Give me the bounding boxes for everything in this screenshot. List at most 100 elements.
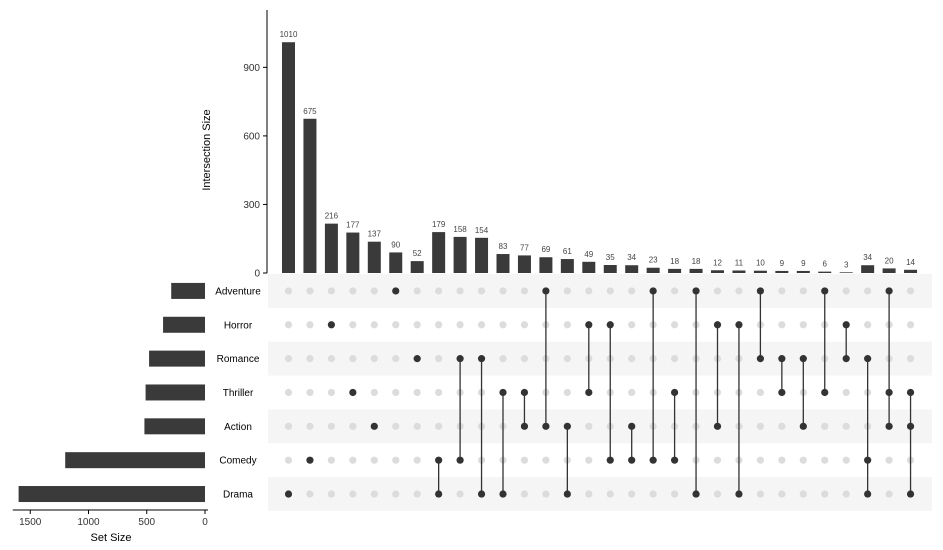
intersection-bar [582, 261, 596, 273]
matrix-dot-inactive [628, 287, 636, 295]
matrix-dot-active [906, 490, 915, 498]
matrix-dot-active [306, 456, 314, 464]
intersection-bar-label: 90 [391, 240, 400, 249]
matrix-dot-inactive [392, 388, 400, 397]
matrix-dot-inactive [499, 355, 507, 363]
intersection-bar [904, 269, 918, 273]
matrix-dot-inactive [327, 456, 335, 464]
matrix-dot-inactive [713, 490, 722, 498]
matrix-dot-inactive [628, 321, 636, 329]
intersection-bar-label: 18 [670, 257, 679, 266]
matrix-dot-active [821, 287, 829, 295]
matrix-dot-active [542, 287, 550, 295]
matrix-dot-inactive [456, 287, 464, 295]
matrix-dot-active [499, 490, 507, 498]
matrix-dot-inactive [799, 490, 807, 498]
matrix-dot-active [799, 355, 807, 363]
intersection-bar [732, 270, 746, 273]
matrix-dot-inactive [628, 388, 636, 397]
matrix-dot-inactive [284, 422, 293, 430]
set-name-label: Horror [224, 320, 253, 331]
matrix-dot-inactive [456, 490, 464, 498]
matrix-dot-inactive [327, 287, 335, 295]
y-axis-label: Intersection Size [201, 109, 213, 190]
matrix-dot-inactive [906, 287, 915, 295]
intersection-bar-label: 179 [432, 220, 446, 229]
matrix-row-band [268, 341, 932, 376]
intersection-bar-label: 675 [303, 107, 317, 116]
matrix-dot-inactive [906, 321, 915, 329]
matrix-dot-inactive [671, 321, 679, 329]
intersection-bar-label: 34 [863, 253, 872, 262]
intersection-bar [689, 268, 703, 273]
matrix-dot-active [477, 355, 486, 363]
matrix-dot-inactive [477, 287, 486, 295]
intersection-bar-label: 20 [885, 256, 894, 265]
matrix-dot-active [477, 490, 486, 498]
matrix-dot-inactive [499, 287, 507, 295]
matrix-dot-active [885, 422, 893, 430]
matrix-dot-active [649, 456, 657, 464]
matrix-dot-inactive [778, 490, 786, 498]
intersection-bar [625, 265, 639, 273]
matrix-dot-inactive [563, 321, 571, 329]
matrix-dot-active [778, 388, 786, 397]
intersection-bar [303, 118, 317, 273]
intersection-bar [324, 223, 338, 273]
matrix-dot-inactive [413, 456, 421, 464]
matrix-dot-inactive [842, 422, 850, 430]
matrix-dot-inactive [349, 422, 357, 430]
intersection-bar-label: 216 [325, 212, 339, 221]
intersection-bar [646, 267, 660, 273]
matrix-row-band [268, 409, 932, 444]
matrix-dot-inactive [413, 490, 421, 498]
matrix-dot-active [692, 287, 700, 295]
matrix-dot-inactive [778, 321, 786, 329]
matrix-dot-active [885, 287, 893, 295]
matrix-dot-inactive [563, 355, 571, 363]
matrix-dot-inactive [370, 355, 378, 363]
matrix-dot-inactive [756, 388, 765, 397]
matrix-dot-active [563, 490, 571, 498]
matrix-dot-inactive [392, 355, 400, 363]
matrix-dot-active [349, 388, 357, 397]
matrix-dot-inactive [284, 355, 293, 363]
matrix-dot-inactive [735, 287, 743, 295]
set-size-bar [163, 316, 205, 333]
intersection-bar-label: 49 [584, 250, 593, 259]
matrix-dot-inactive [349, 490, 357, 498]
matrix-dot-inactive [885, 456, 893, 464]
matrix-dot-inactive [778, 422, 786, 430]
matrix-dot-inactive [413, 388, 421, 397]
matrix-dot-inactive [327, 355, 335, 363]
matrix-background [268, 274, 932, 511]
matrix-dot-inactive [435, 321, 443, 329]
matrix-dot-active [671, 388, 679, 397]
matrix-dot-active [713, 422, 722, 430]
intersection-bar-label: 3 [844, 260, 849, 269]
intersection-bar [861, 265, 875, 273]
matrix-dot-inactive [435, 388, 443, 397]
intersection-bar-label: 1010 [280, 30, 298, 39]
set-size-bar [65, 452, 205, 469]
matrix-dot-inactive [413, 422, 421, 430]
matrix-dot-active [671, 456, 679, 464]
intersection-bar-label: 83 [499, 242, 508, 251]
matrix-dot-active [585, 388, 593, 397]
matrix-dot-active [649, 287, 657, 295]
matrix-dot-active [563, 422, 571, 430]
matrix-dot-active [692, 490, 700, 498]
matrix-dot-active [628, 422, 636, 430]
matrix-dot-active [864, 456, 872, 464]
matrix-dot-inactive [284, 456, 293, 464]
matrix-dot-inactive [585, 287, 593, 295]
matrix-dot-inactive [756, 490, 765, 498]
matrix-dot-inactive [906, 355, 915, 363]
matrix-dot-inactive [799, 456, 807, 464]
matrix-dot-active [606, 321, 614, 329]
matrix-dot-inactive [864, 287, 872, 295]
matrix-dot-inactive [756, 456, 765, 464]
matrix-dot-inactive [563, 287, 571, 295]
matrix-dot-inactive [649, 490, 657, 498]
y-tick-label: 600 [243, 131, 260, 142]
